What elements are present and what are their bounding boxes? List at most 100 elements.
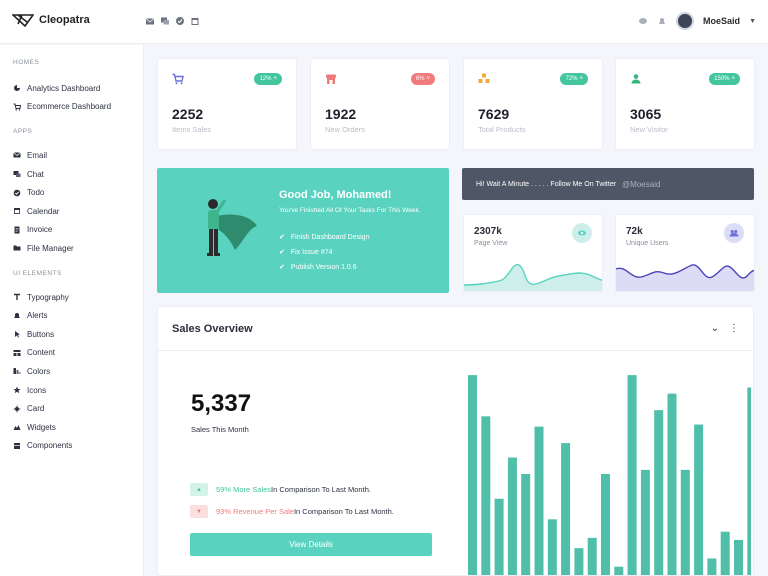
sidebar-item-calendar[interactable]: Calendar [0, 202, 143, 221]
sidebar-item-typography[interactable]: Typography [0, 288, 143, 307]
stat-badge: 72% ˄ [560, 73, 588, 85]
sidebar-item-label: Content [27, 348, 56, 358]
stat-value: 3065 [630, 106, 662, 122]
check-circle-icon: ✔ [279, 234, 285, 241]
sidebar-item-content[interactable]: Content [0, 344, 143, 363]
sales-overview-card: Sales Overview ⌄ ⋮ 5,337 Sales This Mont… [157, 306, 754, 576]
app-name: Cleopatra [39, 14, 90, 26]
check-circle-icon: ✔ [279, 264, 285, 271]
sidebar-item-label: Alerts [27, 311, 48, 321]
chart-bar [720, 531, 730, 575]
sidebar-item-email[interactable]: Email [0, 146, 143, 165]
chart-bar [521, 474, 531, 575]
arrow-up-icon: ▲ [190, 483, 208, 496]
banner-text: Hi! Wait A Minute . . . . . Follow Me On… [476, 180, 617, 188]
arrow-down-icon: ▼ [190, 505, 208, 518]
task-item: ✔ Fix Issue #74 [279, 248, 333, 257]
user-name[interactable]: MoeSaid [703, 16, 741, 26]
notifications-icon[interactable] [657, 16, 667, 26]
mail-icon[interactable] [145, 16, 155, 26]
sidebar-section-title: UI Elements [13, 269, 62, 277]
twitter-banner[interactable]: Hi! Wait A Minute . . . . . Follow Me On… [462, 168, 754, 200]
chart-bar [680, 469, 690, 575]
eye-icon [572, 223, 592, 243]
sidebar-item-ecommerce-dashboard[interactable]: Ecommerce Dashboard [0, 98, 143, 117]
sidebar-item-invoice[interactable]: Invoice [0, 221, 143, 240]
chat-icon[interactable] [160, 16, 170, 26]
more-options-icon[interactable]: ⋮ [729, 323, 739, 334]
sidebar-item-alerts[interactable]: Alerts [0, 306, 143, 325]
check-circle-icon: ✔ [279, 249, 285, 256]
check-icon[interactable] [175, 16, 185, 26]
stat-label: New Visitor [630, 125, 668, 134]
sales-value: 5,337 [191, 390, 252, 417]
stat-value: 1922 [325, 106, 357, 122]
sidebar-item-label: Buttons [27, 329, 55, 339]
brand[interactable]: Cleopatra [12, 13, 90, 27]
brand-logo-icon [12, 14, 34, 27]
top-bar: Cleopatra MoeSaid ▼ [0, 0, 768, 44]
chart-bar [667, 393, 677, 575]
superhero-illustration [207, 199, 257, 256]
chart-bar [640, 469, 650, 575]
sidebar-item-components[interactable]: Components [0, 437, 143, 456]
cart-icon [13, 103, 21, 111]
sidebar-item-icons[interactable]: Icons [0, 381, 143, 400]
calendar-icon [13, 207, 21, 215]
chart-icon [13, 84, 21, 92]
bell-icon [13, 312, 21, 320]
chart-bar [707, 558, 717, 575]
chart-bar [561, 443, 571, 575]
pointer-icon [13, 330, 21, 338]
sidebar-item-buttons[interactable]: Buttons [0, 325, 143, 344]
sidebar-item-label: Chat [27, 169, 44, 179]
congrats-card: Good Job, Mohamed! You've Finished All O… [157, 168, 449, 293]
stat-card-items-sales: 12% ˄ 2252 Items Sales [157, 58, 297, 150]
sidebar-section-title: Apps [13, 128, 33, 136]
sidebar-item-card[interactable]: Card [0, 399, 143, 418]
stat-label: New Orders [325, 125, 366, 134]
chart-bar [614, 566, 624, 575]
sidebar-item-todo[interactable]: Todo [0, 183, 143, 202]
chart-bar [481, 416, 491, 575]
chevron-down-icon[interactable]: ▼ [749, 17, 756, 25]
stat-label: Total Products [478, 125, 526, 134]
chart-bar [654, 410, 664, 575]
document-icon [13, 226, 21, 234]
stat-badge: 6% ˅ [410, 73, 435, 85]
sidebar-item-label: Card [27, 404, 45, 414]
chart-bar [694, 424, 704, 575]
header-user-area: MoeSaid ▼ [638, 12, 756, 30]
messages-icon[interactable] [638, 16, 648, 26]
chart-bar [534, 426, 544, 575]
sidebar-item-label: Typography [27, 292, 69, 302]
widget-icon [13, 423, 21, 431]
sidebar-item-label: Ecommerce Dashboard [27, 102, 112, 112]
stat-card-new-orders: 6% ˅ 1922 New Orders [310, 58, 450, 150]
sidebar-item-colors[interactable]: Colors [0, 362, 143, 381]
comparison-up: ▲ 59% More Sales In Comparison To Last M… [190, 483, 371, 496]
stat-badge: 12% ˄ [254, 73, 282, 85]
store-icon [326, 74, 336, 84]
sidebar-item-analytics-dashboard[interactable]: Analytics Dashboard [0, 79, 143, 98]
sidebar-item-chat[interactable]: Chat [0, 165, 143, 184]
palette-icon [13, 367, 21, 375]
chart-bar [601, 474, 610, 575]
collapse-icon[interactable]: ⌄ [710, 323, 719, 334]
envelope-icon [13, 151, 21, 159]
text-icon [13, 293, 21, 301]
sidebar-item-label: Colors [27, 366, 51, 376]
page-view-sparkline [464, 264, 602, 291]
unique-users-value: 72k [626, 226, 643, 237]
calendar-icon[interactable] [190, 16, 200, 26]
twitter-handle[interactable]: @Moesaid [622, 179, 661, 189]
sidebar-item-file-manager[interactable]: File Manager [0, 239, 143, 258]
avatar[interactable] [676, 12, 695, 30]
chart-bar [574, 548, 584, 575]
card-icon [13, 405, 21, 413]
view-details-button[interactable]: View Details [190, 533, 432, 556]
arrow-down-icon: ˅ [426, 76, 430, 82]
sidebar-item-widgets[interactable]: Widgets [0, 418, 143, 437]
sidebar-item-label: Invoice [27, 225, 53, 235]
stat-label: Items Sales [172, 125, 212, 134]
